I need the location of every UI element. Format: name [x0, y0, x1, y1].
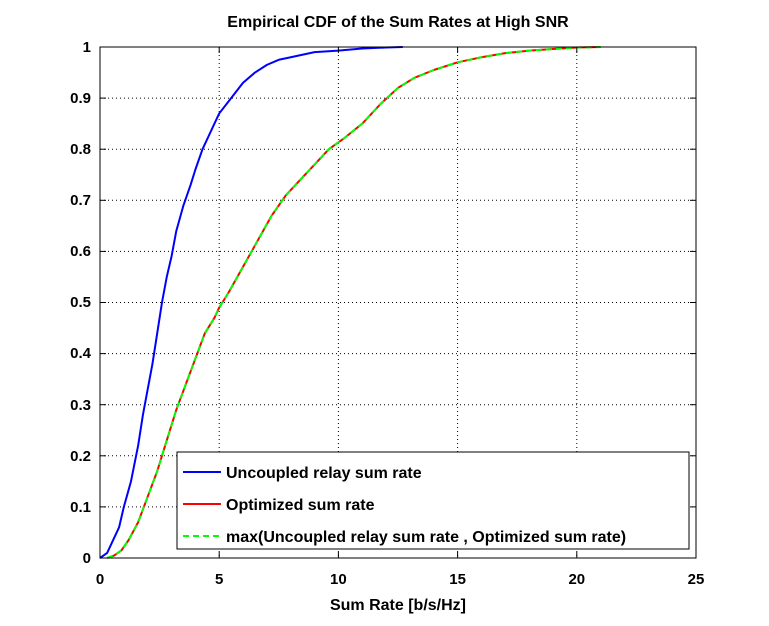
y-tick-label: 0.1: [70, 499, 91, 516]
legend-label: max(Uncoupled relay sum rate , Optimized…: [226, 529, 626, 546]
x-tick-label: 5: [215, 571, 223, 588]
legend: Uncoupled relay sum rate Optimized sum r…: [176, 451, 690, 550]
x-tick-label: 0: [96, 571, 104, 588]
chart-title: Empirical CDF of the Sum Rates at High S…: [227, 14, 569, 31]
x-tick-labels: 0 5 10 15 20 25: [96, 571, 705, 588]
x-tick-label: 25: [688, 571, 705, 588]
y-tick-label: 1: [83, 39, 91, 56]
y-tick-label: 0.7: [70, 192, 91, 209]
axis-ticks: [99, 46, 697, 559]
y-tick-label: 0.4: [70, 345, 92, 362]
series-line-1: [99, 46, 403, 559]
y-tick-labels: 0 0.1 0.2 0.3 0.4 0.5 0.6 0.7 0.8 0.9 1: [70, 39, 92, 567]
y-tick-label: 0.3: [70, 397, 91, 414]
x-tick-label: 20: [568, 571, 585, 588]
series-line-3: [106, 46, 601, 559]
legend-label: Optimized sum rate: [226, 497, 375, 514]
y-tick-label: 0.6: [70, 243, 91, 260]
x-axis-label: Sum Rate [b/s/Hz]: [330, 597, 466, 614]
y-tick-label: 0.8: [70, 141, 91, 158]
y-tick-label: 0.2: [70, 448, 91, 465]
x-tick-label: 15: [449, 571, 466, 588]
legend-label: Uncoupled relay sum rate: [226, 465, 422, 482]
x-tick-label: 10: [330, 571, 347, 588]
data-series: [99, 46, 601, 559]
y-tick-label: 0.9: [70, 90, 91, 107]
y-tick-label: 0.5: [70, 294, 91, 311]
y-tick-label: 0: [83, 550, 91, 567]
legend-box: [176, 451, 690, 550]
